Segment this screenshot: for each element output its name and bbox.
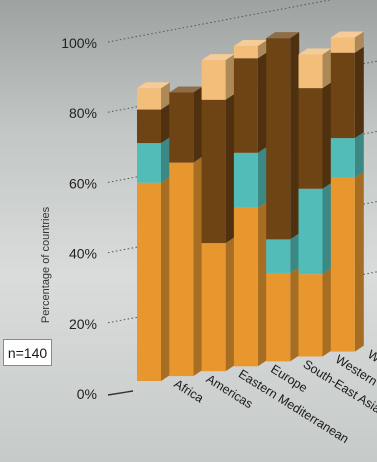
bar-segment (137, 109, 161, 144)
bar-segment (266, 239, 291, 273)
bar-segment-side (322, 82, 332, 189)
bar-segment-side (257, 146, 267, 208)
bar-segment (169, 162, 194, 377)
bar-segment (137, 88, 161, 110)
bar-segment (233, 207, 258, 367)
bar-segment (298, 54, 323, 89)
bar-segment-side (354, 46, 364, 139)
bar-segment (330, 52, 355, 139)
bar-stack (201, 54, 235, 372)
bar-segment-side (290, 233, 300, 273)
bar-segment-side (322, 268, 332, 357)
bar-segment (330, 138, 355, 178)
bar-segment (330, 37, 355, 53)
bar-segment-side (161, 103, 170, 144)
bar-segment-side (290, 32, 300, 240)
bar-top (201, 54, 235, 61)
bar-segment (169, 92, 194, 163)
bar-segment-side (225, 93, 235, 244)
bar-top (137, 82, 170, 89)
bar-segment-side (257, 40, 267, 59)
y-tick-label: 20% (69, 316, 97, 332)
bar-top (266, 32, 300, 39)
bar-segment (233, 58, 258, 153)
bar-segment-side (354, 171, 364, 352)
bar-stack (137, 82, 170, 381)
bar-segment-side (225, 237, 235, 372)
y-axis-ticks: 0% 20% 40% 60% 80% 100% (61, 35, 97, 402)
bar-segment (298, 274, 323, 357)
bars (137, 31, 364, 381)
bar-stack (330, 31, 364, 352)
category-label: World (365, 347, 377, 376)
bar-segment-side (161, 137, 170, 183)
y-tick-label: 80% (69, 105, 97, 121)
bar-segment-side (322, 182, 332, 275)
bar-segment (137, 182, 161, 381)
bar-segment (201, 243, 226, 372)
bar-segment (298, 188, 323, 275)
bar-segment-side (161, 176, 170, 381)
bar-segment (266, 272, 291, 362)
bar-stack (233, 40, 267, 367)
bar-stack (298, 48, 332, 357)
bar-segment (201, 60, 226, 100)
y-tick-label: 100% (61, 35, 97, 51)
bar-segment-side (322, 48, 332, 89)
sample-size-badge: n=140 (3, 339, 52, 366)
y-axis-title: Percentage of countries (40, 206, 52, 323)
bar-segment (266, 38, 291, 240)
bar-segment-side (161, 82, 170, 110)
bar-segment (330, 177, 355, 352)
bar-top (330, 31, 364, 38)
bar-stack (266, 32, 300, 362)
axis-baseline (107, 390, 134, 396)
bar-segment (233, 152, 258, 208)
bar-segment-side (290, 266, 300, 362)
bar-segment (137, 143, 161, 183)
bar-segment-side (225, 54, 235, 100)
bar-segment-side (354, 132, 364, 178)
bar-segment (233, 46, 258, 59)
bar-top (298, 48, 332, 55)
gridline (107, 0, 333, 43)
bar-top (169, 86, 203, 93)
bar-segment (201, 99, 226, 244)
bar-top (233, 40, 267, 47)
bar-segment-side (257, 52, 267, 153)
y-tick-label: 0% (77, 386, 97, 402)
bar-segment (298, 88, 323, 189)
bar-segment-side (257, 201, 267, 367)
category-label: Africa (171, 377, 206, 406)
bar-stack (169, 86, 203, 377)
bar-segment-side (354, 31, 364, 53)
y-tick-label: 60% (69, 175, 97, 191)
bar-segment-side (193, 86, 203, 163)
y-tick-label: 40% (69, 246, 97, 262)
bar-segment-side (193, 156, 203, 377)
